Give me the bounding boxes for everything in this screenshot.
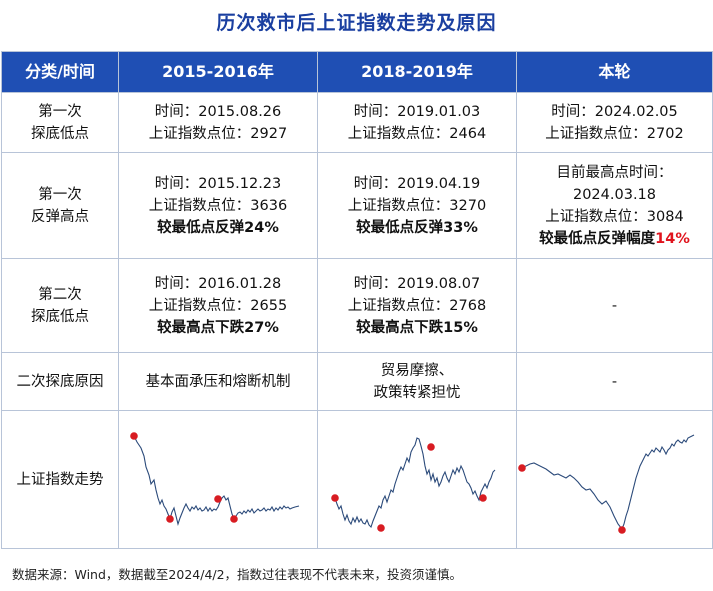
cell-line: 上证指数点位：2768 xyxy=(347,297,487,314)
cell-2018-first-rebound: 时间：2019.04.19 上证指数点位：3270 较最低点反弹33% xyxy=(317,152,517,259)
cell-2015-second-bottom: 时间：2016.01.28 上证指数点位：2655 较最高点下跌27% xyxy=(118,258,318,353)
header-category: 分类/时间 xyxy=(1,51,119,93)
cell-line: 上证指数点位：2464 xyxy=(347,125,487,142)
trend-chart-current xyxy=(518,434,695,534)
label-line: 第一次 xyxy=(38,186,82,203)
rebound-pct: 较最低点反弹幅度14% xyxy=(517,228,712,250)
cell-line: 2024.03.18 xyxy=(572,186,657,203)
row-trend: 上证指数走势 xyxy=(1,410,713,549)
marker-2018-second-bottom xyxy=(479,493,487,502)
row-reason: 二次探底原因 基本面承压和熔断机制 贸易摩擦、 政策转紧担忧 - xyxy=(1,352,713,411)
cell-line: 上证指数点位：3084 xyxy=(545,208,684,225)
cell-line: 上证指数点位：2702 xyxy=(545,125,684,142)
comparison-table: 分类/时间 2015-2016年 2018-2019年 本轮 第一次 探底低点 … xyxy=(1,51,713,549)
trend-chart-2015 xyxy=(130,431,300,526)
cell-current-first-rebound: 目前最高点时间： 2024.03.18 上证指数点位：3084 较最低点反弹幅度… xyxy=(516,152,713,259)
source-footnote: 数据来源：Wind，数据截至2024/4/2，指数过往表现不代表未来，投资须谨慎… xyxy=(12,567,463,582)
cell-line: 时间：2019.01.03 xyxy=(353,103,481,120)
trend-chart-2018 xyxy=(331,436,496,532)
decline-pct: 较最高点下跌15% xyxy=(356,319,478,336)
cell-line: 上证指数点位：3636 xyxy=(148,197,288,214)
rebound-label: 较最低点反弹幅度 xyxy=(539,230,656,247)
cell-current-reason: - xyxy=(516,352,713,411)
row-label-first-bottom: 第一次 探底低点 xyxy=(1,92,119,153)
marker-2015-second-bottom xyxy=(230,514,238,523)
cell-line: 上证指数点位：2927 xyxy=(148,125,288,142)
label-line: 第二次 xyxy=(38,286,82,303)
label-line: 反弹高点 xyxy=(31,208,89,225)
row-label-first-rebound: 第一次 反弹高点 xyxy=(1,152,119,259)
label-line: 探底低点 xyxy=(31,308,89,325)
decline-pct: 较最高点下跌27% xyxy=(157,319,279,336)
marker-2018-rebound-high xyxy=(427,442,435,451)
cell-line: 上证指数点位：3270 xyxy=(347,197,487,214)
cell-line: 上证指数点位：2655 xyxy=(148,297,288,314)
cell-line: 时间：2024.02.05 xyxy=(551,103,678,120)
row-second-bottom: 第二次 探底低点 时间：2016.01.28 上证指数点位：2655 较最高点下… xyxy=(1,258,713,353)
marker-2015-rebound-high xyxy=(214,494,222,503)
marker-2015-start xyxy=(130,431,138,440)
row-label-reason: 二次探底原因 xyxy=(1,352,119,411)
rebound-pct: 较最低点反弹33% xyxy=(356,219,478,236)
cell-2018-reason: 贸易摩擦、 政策转紧担忧 xyxy=(317,352,517,411)
trend-cell-2015 xyxy=(118,410,318,549)
label-line: 第一次 xyxy=(38,103,82,120)
cell-line: 目前最高点时间： xyxy=(556,164,673,181)
cell-2018-second-bottom: 时间：2019.08.07 上证指数点位：2768 较最高点下跌15% xyxy=(317,258,517,353)
cell-line: 时间：2015.12.23 xyxy=(154,175,282,192)
cell-2015-first-rebound: 时间：2015.12.23 上证指数点位：3636 较最低点反弹24% xyxy=(118,152,318,259)
cell-line: 时间：2015.08.26 xyxy=(154,103,282,120)
cell-2015-reason: 基本面承压和熔断机制 xyxy=(118,352,318,411)
trend-cell-2018 xyxy=(317,410,517,549)
row-label-second-bottom: 第二次 探底低点 xyxy=(1,258,119,353)
marker-2015-first-bottom xyxy=(166,514,174,523)
header-row: 分类/时间 2015-2016年 2018-2019年 本轮 xyxy=(1,51,713,93)
marker-2018-first-bottom xyxy=(377,523,385,532)
cell-2015-first-bottom: 时间：2015.08.26 上证指数点位：2927 xyxy=(118,92,318,153)
rebound-pct: 较最低点反弹24% xyxy=(157,219,279,236)
row-first-rebound: 第一次 反弹高点 时间：2015.12.23 上证指数点位：3636 较最低点反… xyxy=(1,152,713,259)
marker-current-start xyxy=(518,463,526,472)
label-line: 探底低点 xyxy=(31,125,89,142)
cell-line: 贸易摩擦、 xyxy=(380,362,454,379)
trend-line-2018 xyxy=(334,436,496,528)
marker-current-bottom xyxy=(618,525,626,534)
cell-line: 时间：2016.01.28 xyxy=(154,275,282,292)
cell-current-second-bottom: - xyxy=(516,258,713,353)
page-title: 历次救市后上证指数走势及原因 xyxy=(216,12,497,34)
row-label-trend: 上证指数走势 xyxy=(1,410,119,549)
header-2018: 2018-2019年 xyxy=(317,51,517,93)
cell-2018-first-bottom: 时间：2019.01.03 上证指数点位：2464 xyxy=(317,92,517,153)
trend-line-current xyxy=(521,434,695,530)
header-current: 本轮 xyxy=(516,51,713,93)
marker-2018-start xyxy=(331,493,339,502)
trend-cell-current xyxy=(516,410,713,549)
cell-line: 时间：2019.04.19 xyxy=(353,175,481,192)
cell-line: 政策转紧担忧 xyxy=(373,384,461,401)
cell-current-first-bottom: 时间：2024.02.05 上证指数点位：2702 xyxy=(516,92,713,153)
trend-line-2015 xyxy=(133,435,300,526)
row-first-bottom: 第一次 探底低点 时间：2015.08.26 上证指数点位：2927 时间：20… xyxy=(1,92,713,153)
rebound-highlight: 14% xyxy=(655,230,690,247)
header-2015: 2015-2016年 xyxy=(118,51,318,93)
cell-line: 时间：2019.08.07 xyxy=(353,275,481,292)
